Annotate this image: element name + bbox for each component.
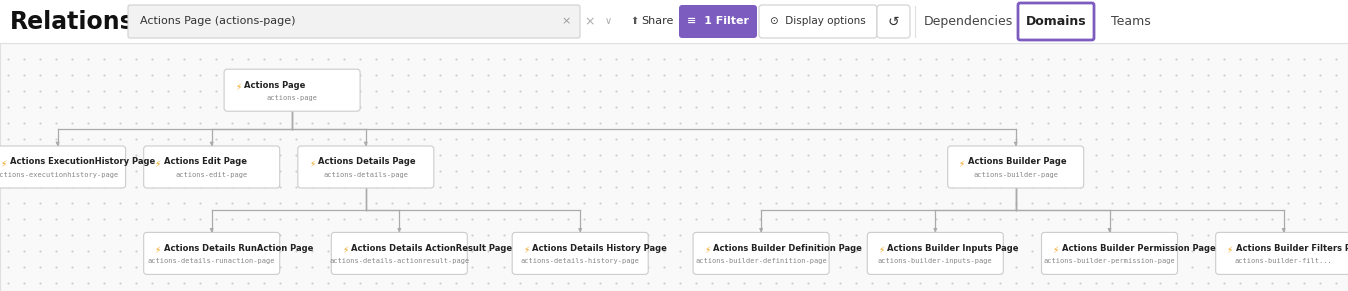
Text: actions-details-runaction-page: actions-details-runaction-page xyxy=(148,258,275,265)
Text: Dependencies: Dependencies xyxy=(923,15,1012,28)
Text: Actions Details RunAction Page: Actions Details RunAction Page xyxy=(163,244,313,253)
Text: actions-details-actionresult-page: actions-details-actionresult-page xyxy=(329,258,469,265)
Text: Actions Builder Permission Page: Actions Builder Permission Page xyxy=(1061,244,1216,253)
Text: ⚡: ⚡ xyxy=(155,159,160,168)
Text: Actions Builder Definition Page: Actions Builder Definition Page xyxy=(713,244,861,253)
Text: Domains: Domains xyxy=(1026,15,1086,28)
Text: actions-details-page: actions-details-page xyxy=(324,172,408,178)
FancyBboxPatch shape xyxy=(1042,233,1178,274)
Text: actions-builder-filt...: actions-builder-filt... xyxy=(1235,258,1333,265)
Text: ⬆: ⬆ xyxy=(630,15,638,26)
FancyBboxPatch shape xyxy=(1216,233,1348,274)
Text: Relationships: Relationships xyxy=(9,10,191,33)
Text: ⚡: ⚡ xyxy=(1227,246,1233,255)
FancyBboxPatch shape xyxy=(0,146,125,188)
Text: ⚡: ⚡ xyxy=(1053,246,1060,255)
Text: ⚡: ⚡ xyxy=(958,159,965,168)
Text: Actions Details Page: Actions Details Page xyxy=(318,157,415,166)
Text: ↺: ↺ xyxy=(888,15,899,29)
Bar xyxy=(0,43,1348,291)
Text: ⚡: ⚡ xyxy=(155,246,160,255)
Text: Actions Builder Page: Actions Builder Page xyxy=(968,157,1066,166)
FancyBboxPatch shape xyxy=(759,5,878,38)
FancyBboxPatch shape xyxy=(144,233,279,274)
Text: actions-edit-page: actions-edit-page xyxy=(175,172,248,178)
Text: ⚡: ⚡ xyxy=(342,246,349,255)
Text: ⚡: ⚡ xyxy=(309,159,315,168)
Text: ≡  1 Filter: ≡ 1 Filter xyxy=(687,17,749,26)
Text: actions-builder-inputs-page: actions-builder-inputs-page xyxy=(878,258,992,265)
FancyBboxPatch shape xyxy=(867,233,1003,274)
FancyBboxPatch shape xyxy=(128,5,580,38)
Text: ×: × xyxy=(585,15,596,28)
Text: Actions ExecutionHistory Page: Actions ExecutionHistory Page xyxy=(9,157,155,166)
Text: ⚡: ⚡ xyxy=(523,246,530,255)
FancyBboxPatch shape xyxy=(332,233,468,274)
Text: Actions Details ActionResult Page: Actions Details ActionResult Page xyxy=(352,244,512,253)
Text: actions-builder-definition-page: actions-builder-definition-page xyxy=(696,258,826,265)
Text: ⊙  Display options: ⊙ Display options xyxy=(770,17,865,26)
Text: Share: Share xyxy=(642,17,674,26)
Bar xyxy=(0,43,1348,291)
Text: ×: × xyxy=(561,17,570,26)
Text: Actions Page (actions-page): Actions Page (actions-page) xyxy=(140,17,295,26)
FancyBboxPatch shape xyxy=(298,146,434,188)
Text: ⚡: ⚡ xyxy=(235,83,241,92)
Text: Actions Page: Actions Page xyxy=(244,81,306,90)
FancyBboxPatch shape xyxy=(948,146,1084,188)
FancyBboxPatch shape xyxy=(512,233,648,274)
FancyBboxPatch shape xyxy=(693,233,829,274)
FancyBboxPatch shape xyxy=(144,146,279,188)
Text: Actions Edit Page: Actions Edit Page xyxy=(163,157,247,166)
FancyBboxPatch shape xyxy=(679,5,758,38)
Text: ∨: ∨ xyxy=(604,17,612,26)
Text: Actions Builder Filters P: Actions Builder Filters P xyxy=(1236,244,1348,253)
Text: actions-executionhistory-page: actions-executionhistory-page xyxy=(0,172,119,178)
Text: ⚡: ⚡ xyxy=(879,246,884,255)
Text: ⚡: ⚡ xyxy=(704,246,710,255)
Text: ⚡: ⚡ xyxy=(0,159,7,168)
Text: Teams: Teams xyxy=(1111,15,1150,28)
FancyBboxPatch shape xyxy=(224,69,360,111)
FancyBboxPatch shape xyxy=(878,5,910,38)
FancyBboxPatch shape xyxy=(1018,3,1095,40)
Text: actions-details-history-page: actions-details-history-page xyxy=(520,258,640,265)
Text: actions-builder-page: actions-builder-page xyxy=(973,172,1058,178)
Bar xyxy=(0,0,1348,43)
Text: Actions Details History Page: Actions Details History Page xyxy=(532,244,667,253)
Text: actions-page: actions-page xyxy=(267,95,318,101)
Text: Actions Builder Inputs Page: Actions Builder Inputs Page xyxy=(887,244,1019,253)
Text: actions-builder-permission-page: actions-builder-permission-page xyxy=(1043,258,1175,265)
